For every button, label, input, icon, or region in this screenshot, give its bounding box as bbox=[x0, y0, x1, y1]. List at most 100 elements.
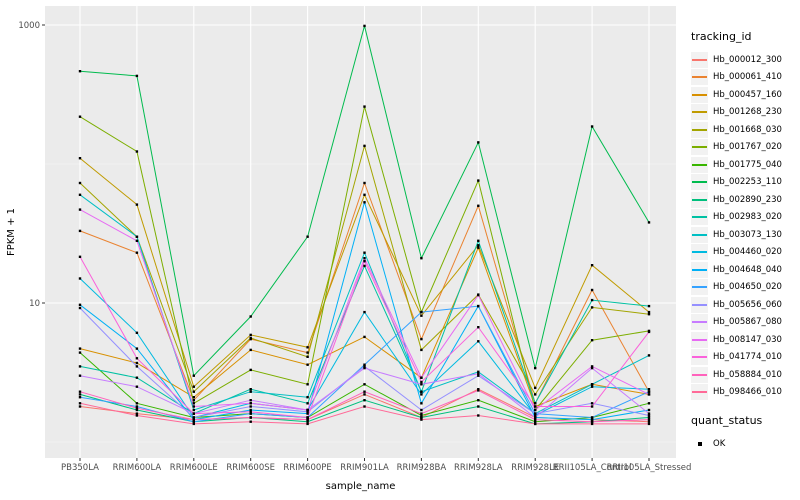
data-point bbox=[590, 416, 594, 419]
point-marker bbox=[697, 442, 702, 447]
data-point bbox=[135, 150, 139, 153]
legend-key-color bbox=[692, 76, 707, 79]
quant-status-legend: quant_status OK bbox=[691, 414, 799, 453]
data-point bbox=[78, 365, 82, 368]
legend-key-line-icon bbox=[691, 314, 708, 331]
legend-item-label: Hb_002983_020 bbox=[713, 212, 782, 223]
legend-key-line-icon bbox=[691, 139, 708, 156]
data-point bbox=[306, 351, 309, 354]
data-point bbox=[249, 412, 252, 415]
legend-key-color bbox=[692, 321, 707, 324]
x-tick-label: RRIM600SE bbox=[226, 463, 275, 473]
legend-key-line-icon bbox=[691, 121, 708, 138]
legend-item-label: Hb_001268_230 bbox=[713, 107, 782, 118]
data-point bbox=[249, 333, 252, 337]
data-point bbox=[477, 326, 480, 329]
legend-item-Hb_003073_130: Hb_003073_130 bbox=[691, 226, 799, 244]
legend-key-line-icon bbox=[691, 209, 708, 226]
data-point bbox=[135, 408, 139, 412]
legend-title-tracking-id: tracking_id bbox=[691, 30, 752, 43]
data-point bbox=[534, 420, 537, 423]
data-point bbox=[192, 396, 195, 399]
data-point bbox=[306, 363, 309, 366]
data-point bbox=[420, 337, 423, 341]
data-point bbox=[590, 264, 594, 267]
data-point bbox=[249, 410, 252, 413]
legend-item-Hb_004648_040: Hb_004648_040 bbox=[691, 261, 799, 279]
data-point bbox=[420, 402, 423, 405]
legend-item-Hb_002983_020: Hb_002983_020 bbox=[691, 209, 799, 227]
data-point bbox=[477, 304, 480, 308]
legend-key-line-icon bbox=[691, 226, 708, 243]
data-point bbox=[363, 144, 366, 148]
data-point bbox=[135, 402, 139, 405]
data-point bbox=[249, 416, 252, 419]
data-point bbox=[78, 229, 82, 233]
data-point bbox=[192, 412, 195, 415]
data-point bbox=[249, 315, 252, 318]
data-point bbox=[363, 181, 366, 185]
data-point bbox=[78, 396, 82, 399]
legend-key-line-icon bbox=[691, 244, 708, 261]
legend-item-Hb_001268_230: Hb_001268_230 bbox=[691, 104, 799, 122]
data-point bbox=[420, 380, 423, 384]
legend-item-Hb_058884_010: Hb_058884_010 bbox=[691, 366, 799, 384]
data-point bbox=[590, 306, 594, 309]
x-tick-label: RRIM600LA bbox=[113, 463, 162, 473]
x-tick-label: RRIM928BA bbox=[397, 463, 447, 473]
data-point bbox=[78, 393, 82, 396]
data-point bbox=[192, 390, 195, 393]
legend-item-label: Hb_041774_010 bbox=[713, 352, 782, 363]
data-point bbox=[477, 239, 480, 242]
legend-key-color bbox=[692, 251, 707, 254]
data-point bbox=[135, 365, 139, 368]
data-point bbox=[420, 416, 423, 419]
legend-key-line-icon bbox=[691, 366, 708, 383]
data-point bbox=[192, 374, 195, 377]
data-point bbox=[363, 365, 366, 368]
x-tick-label: PB350LA bbox=[61, 463, 99, 473]
data-point bbox=[647, 313, 651, 316]
data-point bbox=[249, 420, 252, 423]
legend-item-label: Hb_004648_040 bbox=[713, 264, 782, 275]
legend-key-color bbox=[692, 181, 707, 184]
data-point bbox=[647, 402, 651, 405]
data-point bbox=[420, 314, 423, 317]
data-point bbox=[647, 354, 651, 357]
data-point bbox=[135, 331, 139, 334]
legend-item-Hb_005656_060: Hb_005656_060 bbox=[691, 296, 799, 314]
legend-item-Hb_098466_010: Hb_098466_010 bbox=[691, 384, 799, 402]
data-point bbox=[306, 396, 309, 399]
data-point bbox=[477, 370, 480, 373]
data-point bbox=[249, 348, 252, 352]
data-point bbox=[363, 24, 366, 28]
legend-key-color bbox=[692, 128, 707, 131]
legend-item-label: Hb_008147_030 bbox=[713, 334, 782, 345]
data-point bbox=[363, 105, 366, 108]
legend-item-label: Hb_000457_160 bbox=[713, 89, 782, 100]
legend-key-color bbox=[692, 373, 707, 376]
data-point bbox=[363, 393, 366, 396]
data-point bbox=[135, 203, 139, 206]
legend-key-color bbox=[692, 268, 707, 271]
data-point bbox=[363, 383, 366, 386]
data-point bbox=[192, 405, 195, 408]
data-point bbox=[135, 405, 139, 408]
data-point bbox=[135, 385, 139, 388]
data-point bbox=[78, 303, 82, 306]
legend-item-Hb_002890_230: Hb_002890_230 bbox=[691, 191, 799, 209]
data-point bbox=[363, 193, 366, 196]
data-point bbox=[534, 393, 537, 396]
legend-key-line-icon bbox=[691, 279, 708, 296]
data-point bbox=[647, 418, 651, 421]
data-point bbox=[249, 402, 252, 405]
data-point bbox=[534, 386, 537, 390]
data-point bbox=[420, 348, 423, 352]
data-point bbox=[306, 402, 309, 405]
legend-key-color bbox=[692, 391, 707, 394]
y-tick-label: 10 bbox=[29, 299, 40, 309]
data-point bbox=[192, 416, 195, 419]
legend-rows: Hb_000012_300 Hb_000061_410 Hb_000457_160 H… bbox=[691, 51, 799, 401]
data-point bbox=[306, 418, 309, 421]
